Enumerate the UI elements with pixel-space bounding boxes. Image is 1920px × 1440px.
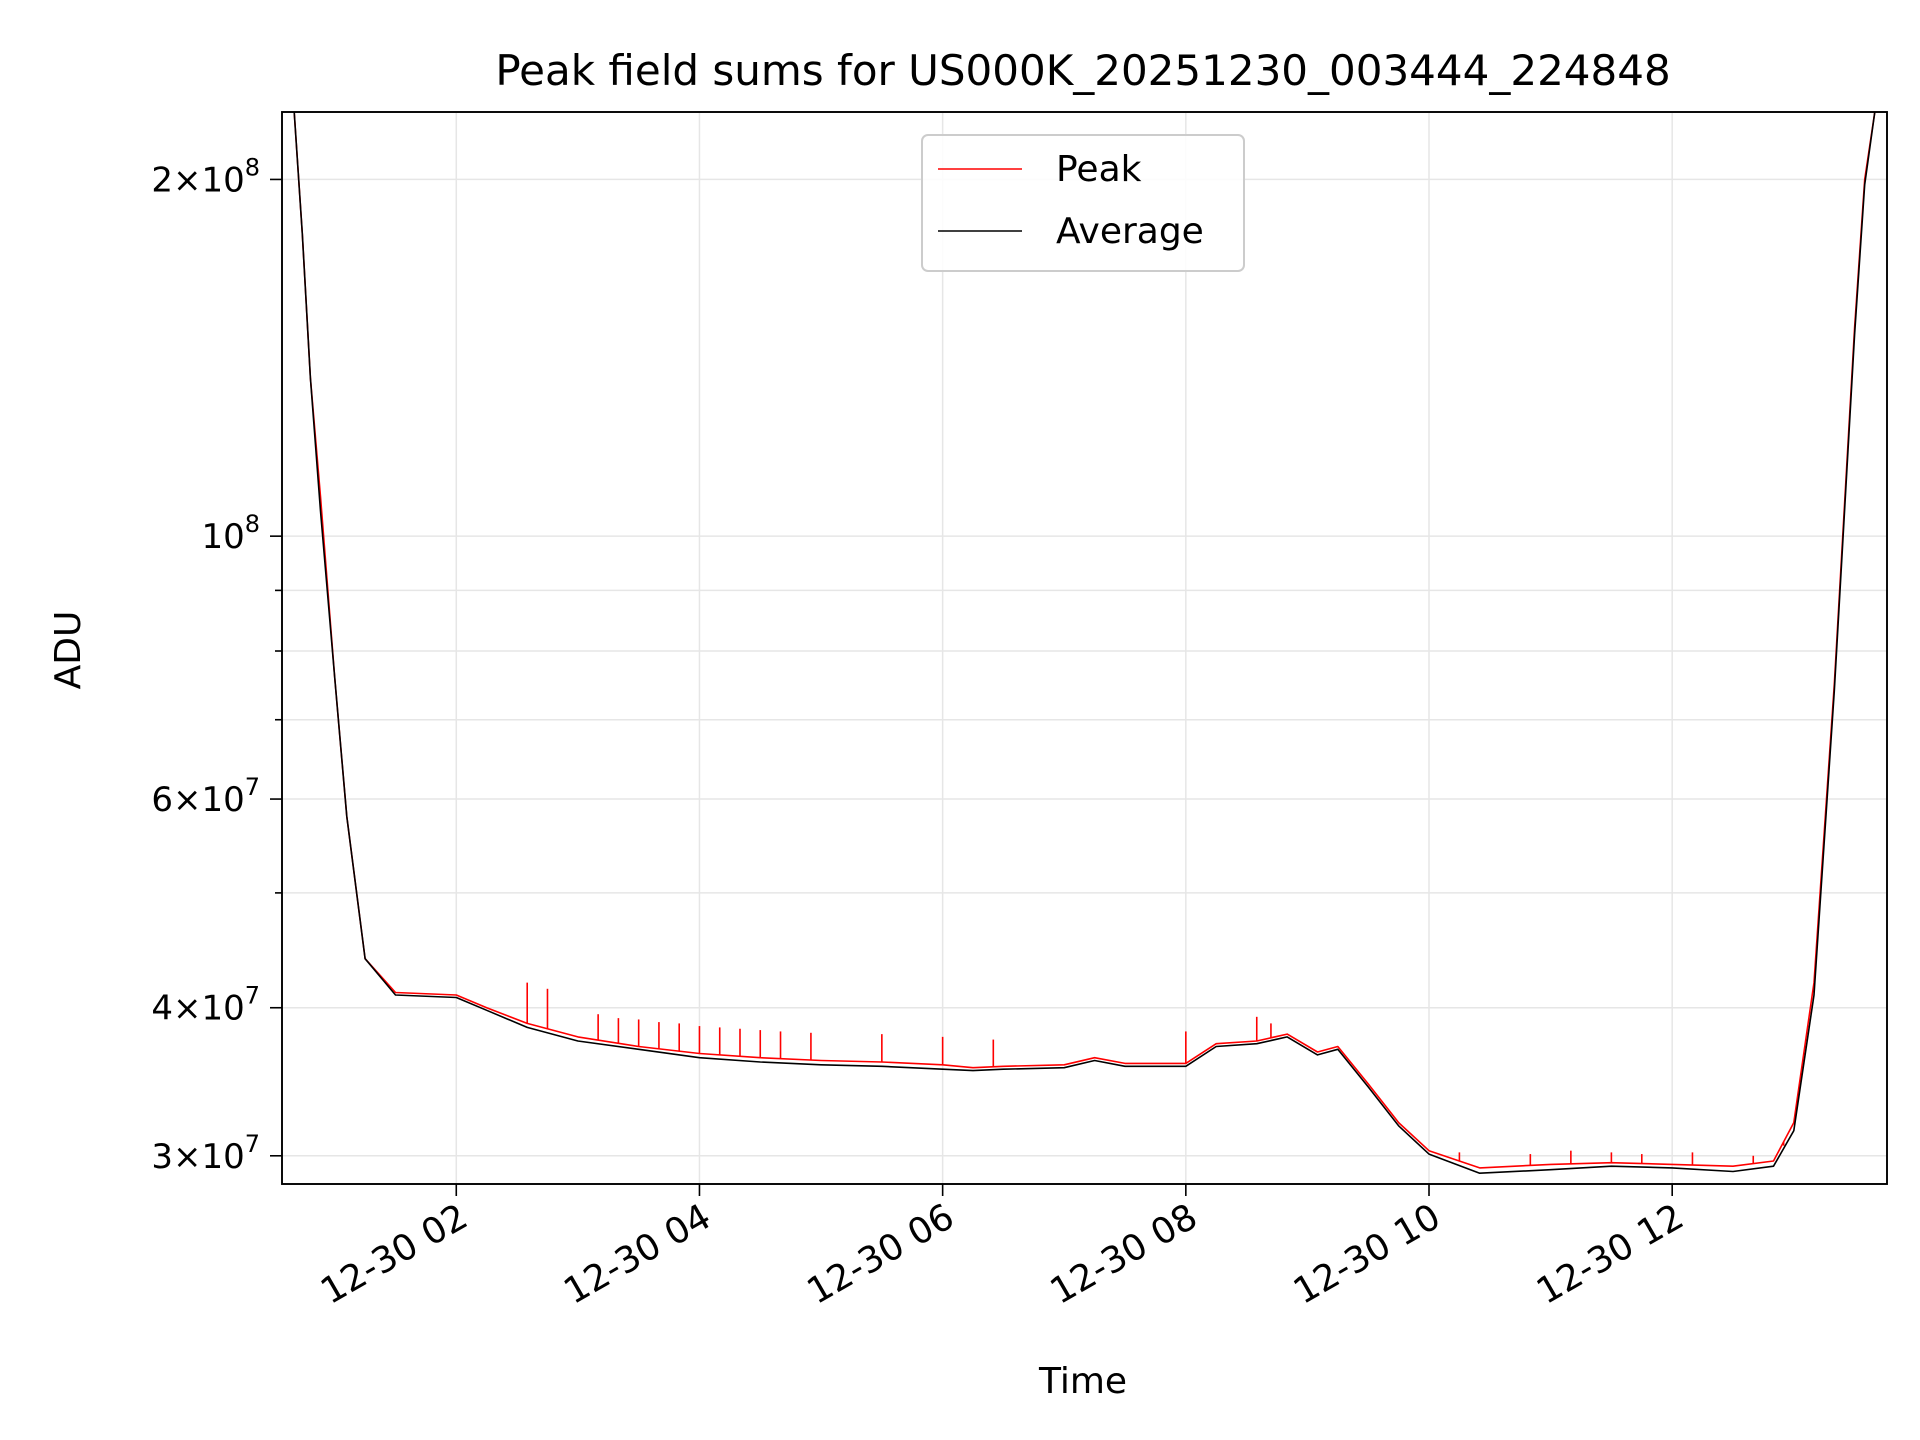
chart-title: Peak field sums for US000K_20251230_0034… — [495, 46, 1670, 95]
y-axis-label: ADU — [48, 611, 89, 690]
series-line-average — [293, 112, 1876, 1174]
y-tick-label: 6×107 — [151, 773, 260, 820]
legend-label-average: Average — [1056, 211, 1204, 252]
series-peak — [293, 112, 1876, 1169]
y-tick-label: 3×107 — [151, 1130, 260, 1177]
series-average — [293, 112, 1876, 1174]
x-axis-label: Time — [1038, 1361, 1127, 1402]
y-tick-label: 4×107 — [151, 982, 260, 1029]
y-tick-label: 108 — [201, 510, 260, 557]
plot-frame — [281, 111, 1888, 1185]
y-tick-label: 2×108 — [151, 153, 260, 200]
series-layer — [293, 112, 1876, 1174]
legend: Peak Average — [921, 134, 1245, 272]
series-line-peak — [293, 112, 1876, 1169]
legend-label-peak: Peak — [1056, 149, 1142, 190]
